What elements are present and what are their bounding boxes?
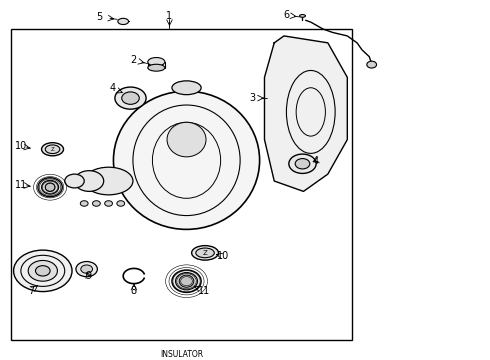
Circle shape bbox=[14, 250, 72, 292]
Ellipse shape bbox=[118, 18, 128, 24]
Circle shape bbox=[81, 265, 93, 273]
Text: 5: 5 bbox=[96, 12, 102, 22]
Circle shape bbox=[76, 261, 98, 277]
Circle shape bbox=[105, 201, 113, 206]
Ellipse shape bbox=[45, 183, 55, 192]
Circle shape bbox=[289, 154, 316, 174]
Circle shape bbox=[28, 261, 57, 281]
Circle shape bbox=[93, 201, 100, 206]
Circle shape bbox=[122, 92, 139, 104]
Text: 4: 4 bbox=[109, 84, 116, 94]
Circle shape bbox=[117, 201, 124, 206]
Text: 7: 7 bbox=[28, 285, 35, 296]
Text: Z: Z bbox=[202, 250, 207, 256]
Text: 10: 10 bbox=[15, 141, 27, 152]
Text: 11: 11 bbox=[198, 285, 210, 296]
Ellipse shape bbox=[175, 273, 197, 290]
Text: 10: 10 bbox=[218, 251, 230, 261]
Polygon shape bbox=[265, 36, 347, 192]
Circle shape bbox=[367, 61, 376, 68]
Text: 2: 2 bbox=[130, 55, 136, 65]
Ellipse shape bbox=[167, 122, 206, 157]
Text: 1: 1 bbox=[167, 11, 172, 21]
Ellipse shape bbox=[65, 174, 84, 188]
Ellipse shape bbox=[172, 270, 201, 292]
Circle shape bbox=[35, 266, 50, 276]
Ellipse shape bbox=[299, 14, 305, 17]
Text: 9: 9 bbox=[85, 271, 91, 281]
Ellipse shape bbox=[172, 81, 201, 95]
Ellipse shape bbox=[84, 167, 133, 195]
Circle shape bbox=[80, 201, 88, 206]
Text: 4: 4 bbox=[313, 156, 318, 166]
Text: INSULATOR: INSULATOR bbox=[160, 350, 203, 359]
Ellipse shape bbox=[179, 275, 194, 287]
Text: 6: 6 bbox=[283, 10, 290, 20]
Ellipse shape bbox=[114, 91, 260, 229]
Text: Z: Z bbox=[50, 147, 54, 152]
Text: 8: 8 bbox=[131, 285, 137, 296]
Ellipse shape bbox=[42, 143, 64, 156]
Circle shape bbox=[295, 158, 310, 169]
Ellipse shape bbox=[45, 145, 60, 154]
Ellipse shape bbox=[196, 248, 214, 258]
Ellipse shape bbox=[148, 64, 165, 71]
FancyBboxPatch shape bbox=[11, 29, 352, 340]
Text: 11: 11 bbox=[15, 180, 27, 190]
Ellipse shape bbox=[38, 178, 62, 197]
Ellipse shape bbox=[148, 58, 165, 66]
Circle shape bbox=[115, 87, 146, 109]
Text: 3: 3 bbox=[249, 93, 255, 103]
Ellipse shape bbox=[42, 180, 59, 194]
Ellipse shape bbox=[192, 246, 219, 260]
Ellipse shape bbox=[74, 171, 104, 192]
